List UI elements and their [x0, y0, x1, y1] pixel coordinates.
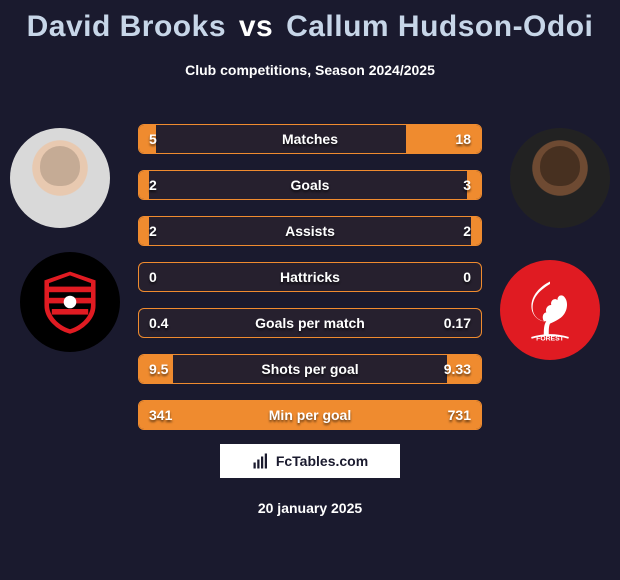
stat-value-right: 3	[463, 177, 471, 193]
page-title: David Brooks vs Callum Hudson-Odoi	[0, 0, 620, 44]
bar-fill-left	[139, 171, 149, 199]
forest-label: FOREST	[536, 335, 564, 341]
stat-value-left: 5	[149, 131, 157, 147]
stat-label: Min per goal	[269, 407, 351, 423]
site-badge: FcTables.com	[220, 444, 400, 478]
stat-value-left: 341	[149, 407, 172, 423]
stat-value-left: 9.5	[149, 361, 168, 377]
stat-value-right: 9.33	[444, 361, 471, 377]
club-badge-left	[20, 252, 120, 352]
bar-fill-right	[471, 217, 481, 245]
stat-row: 0.4 0.17 Goals per match	[138, 308, 482, 338]
stat-value-left: 0	[149, 269, 157, 285]
stat-row: 2 3 Goals	[138, 170, 482, 200]
stat-value-left: 0.4	[149, 315, 168, 331]
title-vs: vs	[239, 10, 273, 43]
player1-avatar	[10, 128, 110, 228]
site-name: FcTables.com	[276, 453, 368, 469]
stat-value-left: 2	[149, 177, 157, 193]
stat-row: 0 0 Hattricks	[138, 262, 482, 292]
stat-label: Matches	[282, 131, 338, 147]
stat-label: Goals per match	[255, 315, 365, 331]
stat-value-right: 731	[448, 407, 471, 423]
stat-value-right: 18	[455, 131, 471, 147]
subtitle: Club competitions, Season 2024/2025	[0, 62, 620, 78]
stat-row: 5 18 Matches	[138, 124, 482, 154]
bar-fill-left	[139, 217, 149, 245]
footer-date: 20 january 2025	[0, 500, 620, 516]
player2-avatar	[510, 128, 610, 228]
stat-row: 9.5 9.33 Shots per goal	[138, 354, 482, 384]
stat-value-left: 2	[149, 223, 157, 239]
stat-row: 341 731 Min per goal	[138, 400, 482, 430]
stat-value-right: 2	[463, 223, 471, 239]
chart-icon	[252, 452, 270, 470]
stat-row: 2 2 Assists	[138, 216, 482, 246]
stats-bars: 5 18 Matches 2 3 Goals 2 2 Assists 0 0 Hattricks 0.4…	[138, 124, 482, 446]
club-badge-right: FOREST	[500, 260, 600, 360]
title-player1: David Brooks	[27, 10, 226, 43]
forest-crest-icon: FOREST	[519, 279, 581, 341]
bournemouth-crest-icon	[35, 267, 105, 337]
stat-label: Assists	[285, 223, 335, 239]
title-player2: Callum Hudson-Odoi	[286, 10, 593, 43]
stat-label: Goals	[291, 177, 330, 193]
stat-value-right: 0	[463, 269, 471, 285]
stat-label: Shots per goal	[261, 361, 358, 377]
stat-value-right: 0.17	[444, 315, 471, 331]
stat-label: Hattricks	[280, 269, 340, 285]
